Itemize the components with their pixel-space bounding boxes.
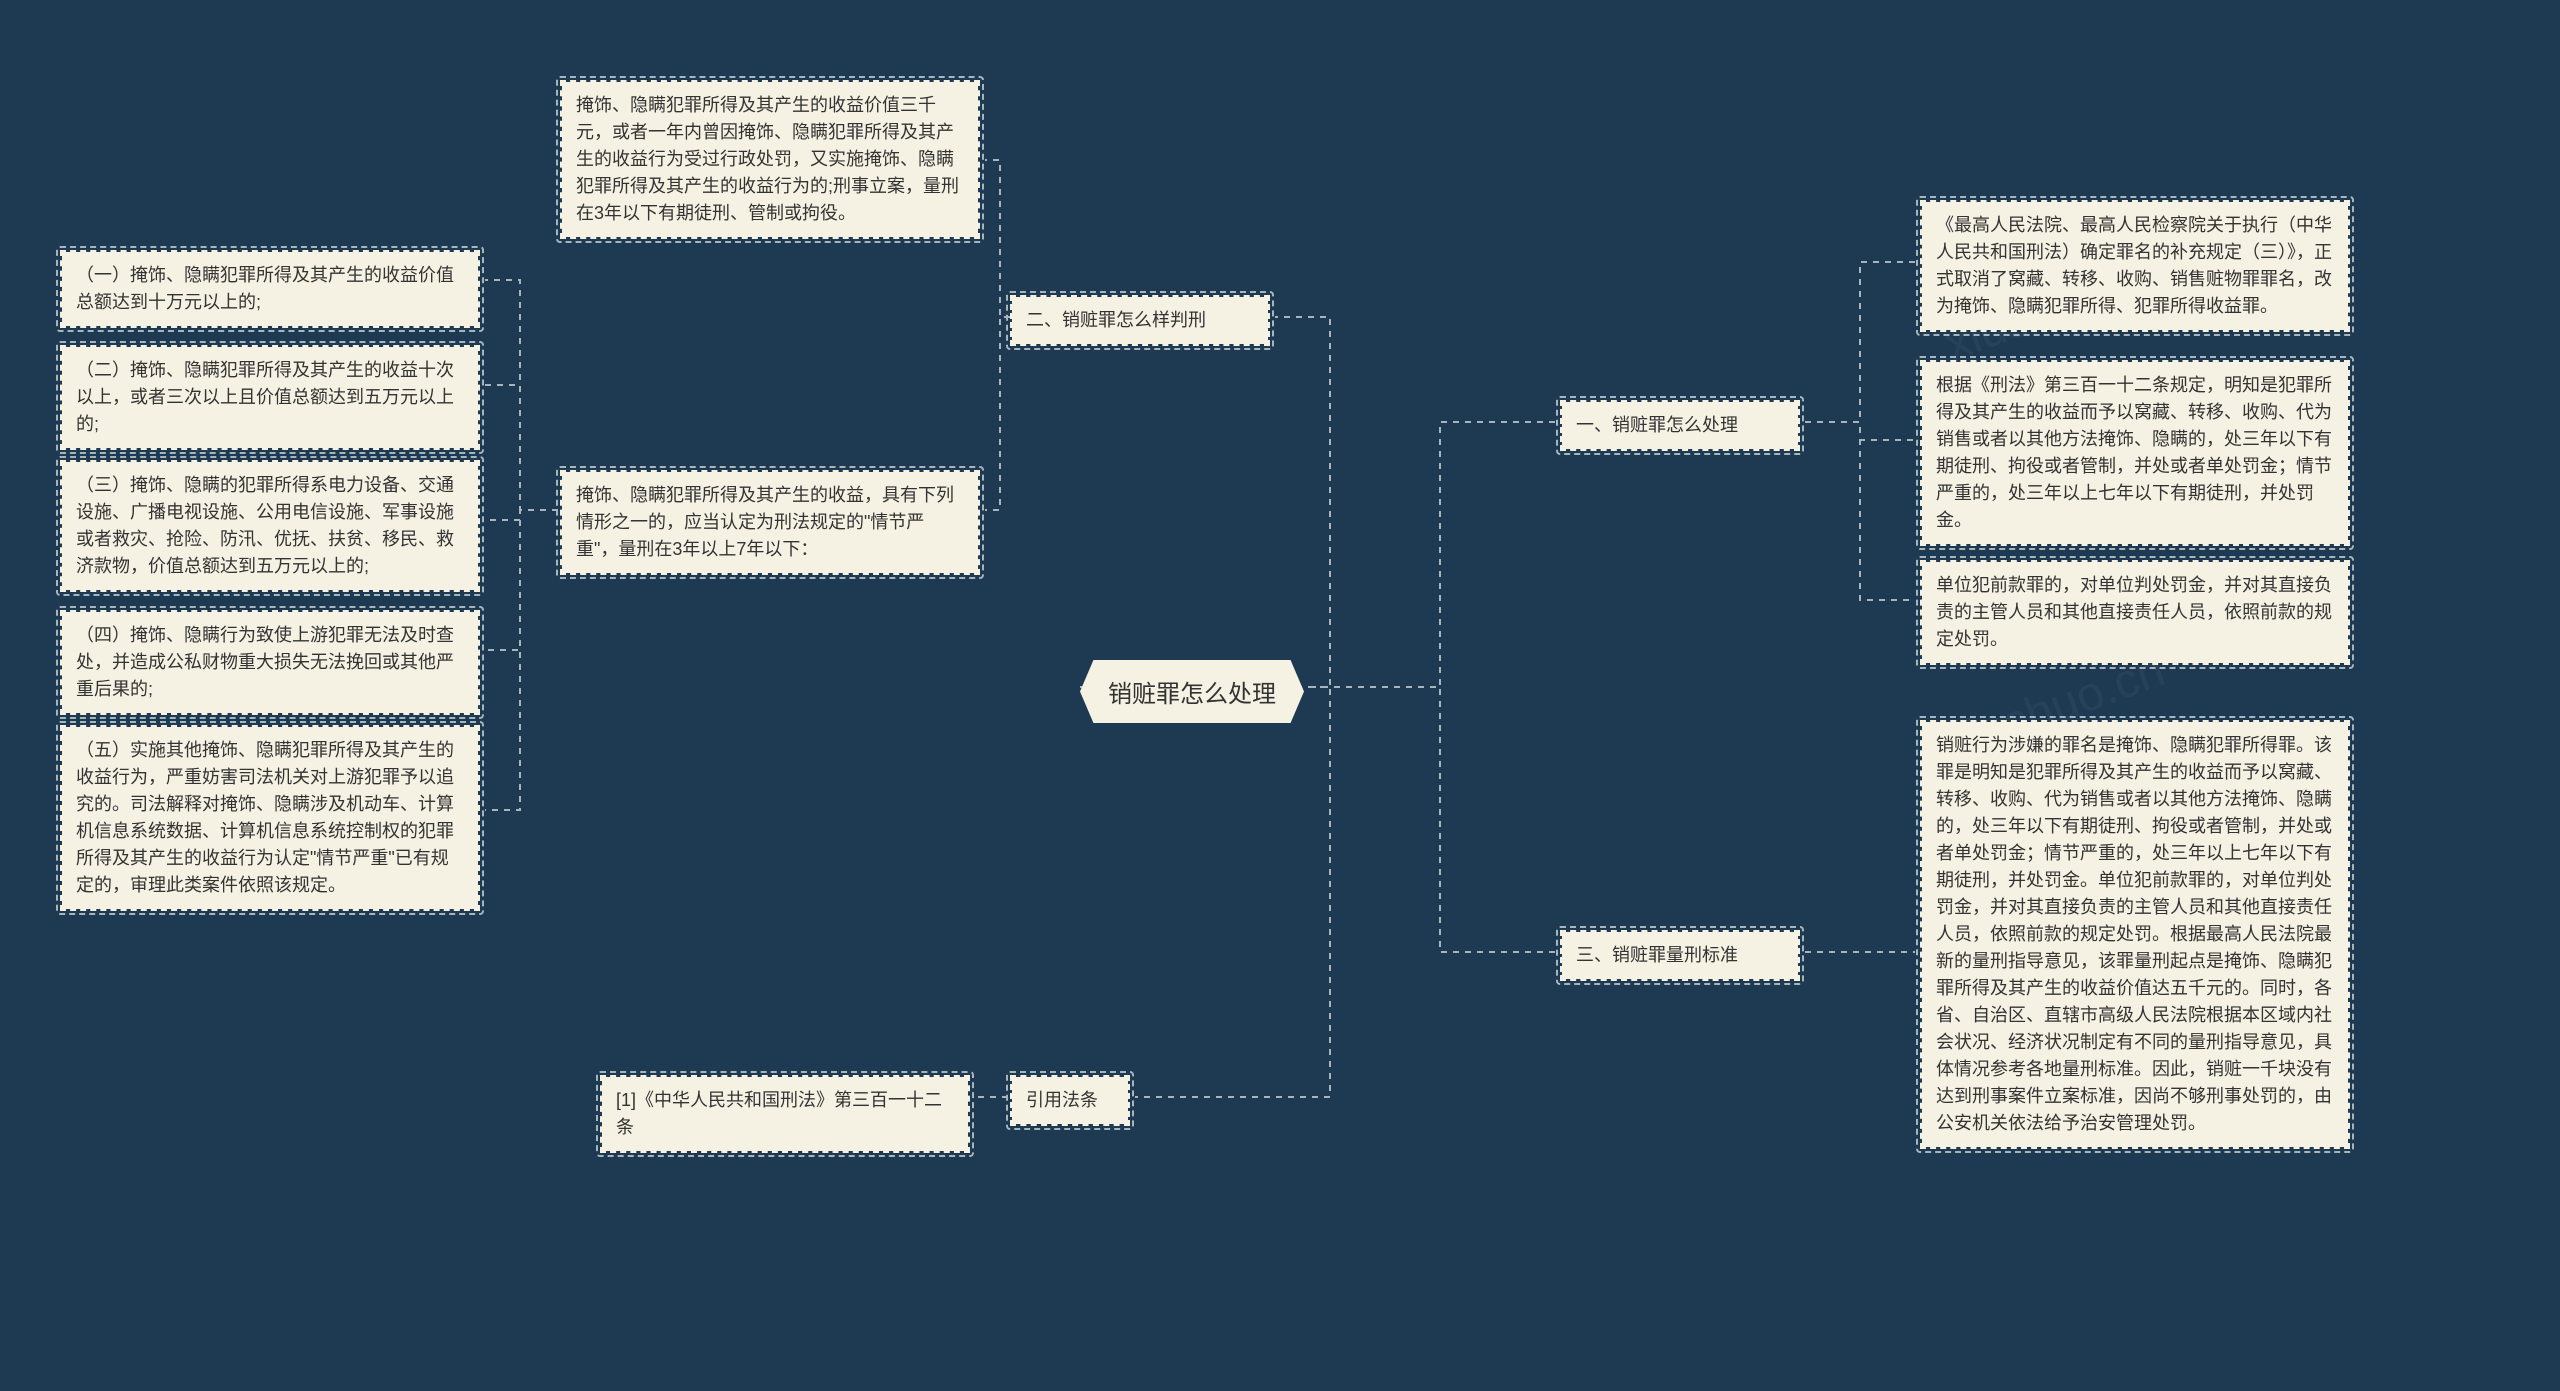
leaf-node: 掩饰、隐瞒犯罪所得及其产生的收益，具有下列情形之一的，应当认定为刑法规定的"情节… <box>560 470 980 575</box>
leaf-node: （二）掩饰、隐瞒犯罪所得及其产生的收益十次以上，或者三次以上且价值总额达到五万元… <box>60 345 480 450</box>
leaf-node: 单位犯前款罪的，对单位判处罚金，并对其直接负责的主管人员和其他直接责任人员，依照… <box>1920 560 2350 665</box>
branch-node-2: 二、销赃罪怎么样判刑 <box>1010 295 1270 346</box>
leaf-node: 根据《刑法》第三百一十二条规定，明知是犯罪所得及其产生的收益而予以窝藏、转移、收… <box>1920 360 2350 546</box>
branch-node-4: 引用法条 <box>1010 1075 1130 1126</box>
branch-node-1: 一、销赃罪怎么处理 <box>1560 400 1800 451</box>
leaf-text: （二）掩饰、隐瞒犯罪所得及其产生的收益十次以上，或者三次以上且价值总额达到五万元… <box>76 360 454 434</box>
leaf-text: （三）掩饰、隐瞒的犯罪所得系电力设备、交通设施、广播电视设施、公用电信设施、军事… <box>76 475 454 576</box>
branch-label: 三、销赃罪量刑标准 <box>1576 945 1738 965</box>
leaf-node: 掩饰、隐瞒犯罪所得及其产生的收益价值三千元，或者一年内曾因掩饰、隐瞒犯罪所得及其… <box>560 80 980 239</box>
leaf-text: （一）掩饰、隐瞒犯罪所得及其产生的收益价值总额达到十万元以上的; <box>76 265 454 312</box>
leaf-node: （一）掩饰、隐瞒犯罪所得及其产生的收益价值总额达到十万元以上的; <box>60 250 480 328</box>
leaf-node: [1]《中华人民共和国刑法》第三百一十二条 <box>600 1075 970 1153</box>
branch-label: 二、销赃罪怎么样判刑 <box>1026 310 1206 330</box>
leaf-text: 掩饰、隐瞒犯罪所得及其产生的收益价值三千元，或者一年内曾因掩饰、隐瞒犯罪所得及其… <box>576 95 959 223</box>
root-label: 销赃罪怎么处理 <box>1108 681 1276 708</box>
leaf-node: （三）掩饰、隐瞒的犯罪所得系电力设备、交通设施、广播电视设施、公用电信设施、军事… <box>60 460 480 592</box>
leaf-text: 销赃行为涉嫌的罪名是掩饰、隐瞒犯罪所得罪。该罪是明知是犯罪所得及其产生的收益而予… <box>1936 735 2332 1133</box>
leaf-node: 销赃行为涉嫌的罪名是掩饰、隐瞒犯罪所得罪。该罪是明知是犯罪所得及其产生的收益而予… <box>1920 720 2350 1149</box>
branch-node-3: 三、销赃罪量刑标准 <box>1560 930 1800 981</box>
branch-label: 一、销赃罪怎么处理 <box>1576 415 1738 435</box>
root-node: 销赃罪怎么处理 <box>1080 660 1304 723</box>
leaf-text: 根据《刑法》第三百一十二条规定，明知是犯罪所得及其产生的收益而予以窝藏、转移、收… <box>1936 375 2332 530</box>
leaf-text: [1]《中华人民共和国刑法》第三百一十二条 <box>616 1090 942 1137</box>
leaf-node: 《最高人民法院、最高人民检察院关于执行（中华人民共和国刑法）确定罪名的补充规定（… <box>1920 200 2350 332</box>
leaf-text: 《最高人民法院、最高人民检察院关于执行（中华人民共和国刑法）确定罪名的补充规定（… <box>1936 215 2332 316</box>
branch-label: 引用法条 <box>1026 1090 1098 1110</box>
leaf-text: 单位犯前款罪的，对单位判处罚金，并对其直接负责的主管人员和其他直接责任人员，依照… <box>1936 575 2332 649</box>
leaf-text: （五）实施其他掩饰、隐瞒犯罪所得及其产生的收益行为，严重妨害司法机关对上游犯罪予… <box>76 740 454 895</box>
leaf-text: 掩饰、隐瞒犯罪所得及其产生的收益，具有下列情形之一的，应当认定为刑法规定的"情节… <box>576 485 954 559</box>
leaf-node: （五）实施其他掩饰、隐瞒犯罪所得及其产生的收益行为，严重妨害司法机关对上游犯罪予… <box>60 725 480 911</box>
leaf-text: （四）掩饰、隐瞒行为致使上游犯罪无法及时查处，并造成公私财物重大损失无法挽回或其… <box>76 625 454 699</box>
leaf-node: （四）掩饰、隐瞒行为致使上游犯罪无法及时查处，并造成公私财物重大损失无法挽回或其… <box>60 610 480 715</box>
